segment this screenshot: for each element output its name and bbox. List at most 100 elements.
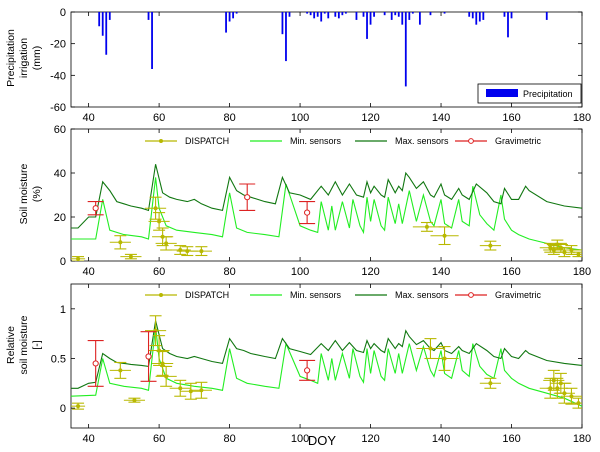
- precipitation-bar: [401, 12, 404, 25]
- precipitation-bar: [285, 12, 287, 62]
- soil-dispatch-point: [185, 249, 190, 254]
- x-axis-label: DOY: [308, 433, 337, 448]
- relative-y-label-line-2: soil moisture: [18, 315, 30, 374]
- precipitation-bar: [101, 12, 104, 36]
- precip-x-tick-label: 60: [153, 112, 165, 124]
- soil-x-tick-label: 80: [223, 266, 235, 278]
- precipitation-bar: [366, 12, 368, 39]
- soil-dispatch-point: [128, 254, 133, 259]
- soil-x-tick-label: 120: [361, 266, 379, 278]
- relative-y-tick-label: 0.5: [51, 353, 66, 365]
- soil-y-tick-label: 0: [60, 256, 66, 268]
- precipitation-bar: [443, 12, 446, 14]
- precip-y-tick-label: -40: [50, 70, 66, 82]
- precipitation-bar: [503, 12, 506, 17]
- legend-max-sensors-2: Max. sensors: [355, 290, 449, 300]
- soil-dispatch-point: [199, 249, 204, 254]
- soil-gravimetric-point: [304, 209, 311, 216]
- precipitation-bar: [429, 12, 432, 16]
- precipitation-bar: [369, 12, 372, 25]
- precip-x-tick-label: 180: [573, 112, 591, 124]
- precipitation-bar: [228, 12, 231, 22]
- legend-dispatch: DISPATCH: [145, 136, 229, 146]
- precipitation-bar: [334, 12, 337, 17]
- precipitation-bar: [108, 12, 111, 20]
- precipitation-bar: [316, 12, 319, 17]
- precipitation-plot-area: 40 60 80 100 120 140 160 180 -60 -40 -20 0: [50, 7, 591, 124]
- soil-x-tick-label: 40: [82, 266, 94, 278]
- soil-dispatch-point: [569, 248, 574, 252]
- legend-gravimetric: Gravimetric: [455, 136, 542, 146]
- precipitation-bar: [545, 12, 548, 20]
- relative-gravimetric-point: [92, 360, 99, 367]
- precip-y-tick-label: 0: [60, 7, 66, 19]
- legend-max-sensors-label: Max. sensors: [395, 136, 449, 146]
- legend-max-sensors-label-2: Max. sensors: [395, 290, 449, 300]
- legend-gravimetric-label: Gravimetric: [495, 136, 542, 146]
- relative-series-group: [71, 315, 582, 410]
- soil-x-tick-label: 140: [432, 266, 450, 278]
- precipitation-bar: [475, 12, 478, 25]
- relative-dispatch-point: [178, 386, 183, 391]
- relative-x-tick-label: 140: [432, 433, 450, 445]
- soil-moisture-y-axis-label: Soil moisture (%): [18, 164, 43, 225]
- relative-axes-frame: [70, 283, 583, 429]
- soil-max-sensors-line: [71, 164, 582, 229]
- precipitation-legend-box: [477, 83, 582, 104]
- soil-dispatch-point: [164, 241, 169, 246]
- relative-min-sensors-line: [71, 326, 582, 407]
- precipitation-bar: [404, 12, 407, 87]
- precip-y-tick-label: -60: [50, 102, 66, 114]
- precipitation-bar: [323, 12, 326, 14]
- soil-x-tick-label: 60: [153, 266, 165, 278]
- relative-x-tick-label: 60: [153, 433, 165, 445]
- relative-dispatch-point: [569, 394, 574, 399]
- relative-soil-moisture-y-axis-label: Relative soil moisture [-]: [5, 315, 43, 374]
- legend-min-sensors: Min. sensors: [250, 136, 342, 146]
- precipitation-bar: [355, 12, 358, 20]
- soil-y-tick-label: 20: [54, 212, 66, 224]
- soil-y-tick-label: 40: [54, 168, 66, 180]
- precipitation-bar: [482, 12, 485, 20]
- relative-dispatch-point: [132, 398, 137, 403]
- soil-gravimetric-point: [244, 194, 251, 201]
- precip-x-tick-label: 120: [361, 112, 379, 124]
- soil-dispatch-point: [118, 240, 123, 245]
- precipitation-bar: [397, 12, 400, 17]
- relative-dispatch-point: [488, 381, 493, 386]
- relative-x-tick-label: 40: [82, 433, 94, 445]
- relative-x-tick-label: 80: [223, 433, 235, 445]
- precipitation-y-label-line-1: Precipitation: [5, 29, 17, 87]
- precipitation-bar: [313, 12, 316, 19]
- precipitation-y-label-line-3: (mm): [31, 46, 43, 71]
- legend-dispatch-label: DISPATCH: [185, 136, 229, 146]
- soil-min-sensors-line: [71, 177, 582, 251]
- precipitation-bar: [344, 12, 347, 14]
- precipitation-bar: [320, 12, 323, 22]
- relative-dispatch-point: [551, 378, 556, 383]
- relative-dispatch-point: [576, 401, 581, 406]
- precip-x-tick-label: 100: [291, 112, 309, 124]
- precipitation-legend: Precipitation: [477, 83, 582, 104]
- relative-dispatch-point: [562, 391, 567, 396]
- precipitation-bar: [418, 12, 421, 25]
- relative-gravimetric-point: [304, 367, 311, 374]
- relative-x-tick-label: 120: [361, 433, 379, 445]
- precipitation-bar: [281, 12, 284, 35]
- precipitation-bar: [105, 12, 108, 55]
- precipitation-bar: [507, 12, 509, 38]
- relative-dispatch-point: [428, 346, 433, 351]
- relative-soil-moisture-panel: 40 60 80 100 120 140 160 180 0 0.5 1 Relative soil…: [5, 283, 591, 448]
- precipitation-bar: [510, 12, 513, 19]
- soil-dispatch-point: [153, 206, 158, 211]
- soil-moisture-panel: 40 60 80 100 120 140 160 180 0 20 40 60 Soil moistu…: [18, 124, 591, 278]
- relative-dispatch-point: [76, 404, 81, 409]
- relative-dispatch-point: [442, 356, 447, 361]
- precipitation-bar: [151, 12, 153, 69]
- soil-dispatch-point: [157, 219, 162, 224]
- legend-gravimetric-marker: [468, 138, 474, 144]
- legend-max-sensors: Max. sensors: [355, 136, 449, 146]
- precipitation-bar: [288, 12, 291, 17]
- relative-dispatch-point: [199, 388, 204, 393]
